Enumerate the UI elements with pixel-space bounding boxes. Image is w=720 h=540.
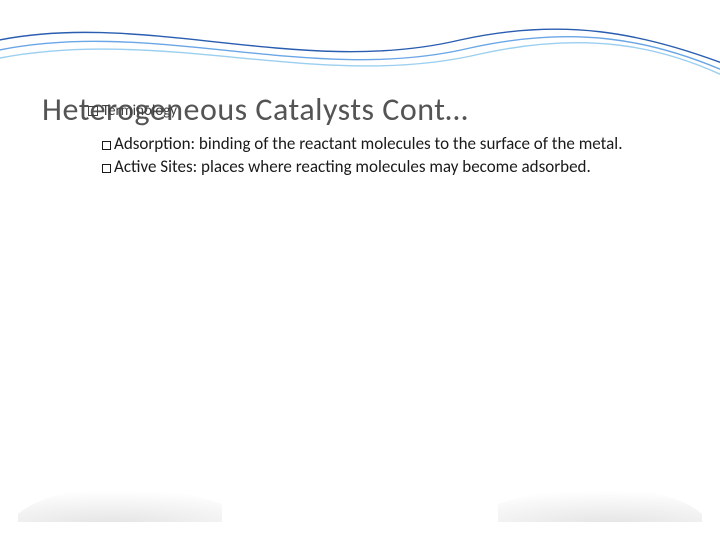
square-bullet-icon [88,106,98,116]
bullet-text: Active Sites: places where reacting mole… [114,156,591,177]
square-bullet-icon [102,164,111,173]
overlay-label-text: Terminology [102,102,177,120]
list-item: Active Sites: places where reacting mole… [102,156,678,177]
bullet-text: Adsorption: binding of the reactant mole… [114,133,623,154]
corner-shadow-left [10,464,230,522]
title-row: Heterogeneous Catalysts Cont… Terminolog… [42,92,678,127]
wave-line-2 [0,37,720,78]
slide-content: Heterogeneous Catalysts Cont… Terminolog… [42,92,678,180]
wave-line-3 [0,43,720,84]
header-wave-decoration [0,0,720,100]
bullet-list: Adsorption: binding of the reactant mole… [102,133,678,178]
corner-shadow-right [490,464,710,522]
overlay-terminology-label: Terminology [88,102,177,120]
list-item: Adsorption: binding of the reactant mole… [102,133,678,154]
square-bullet-icon [102,141,111,150]
